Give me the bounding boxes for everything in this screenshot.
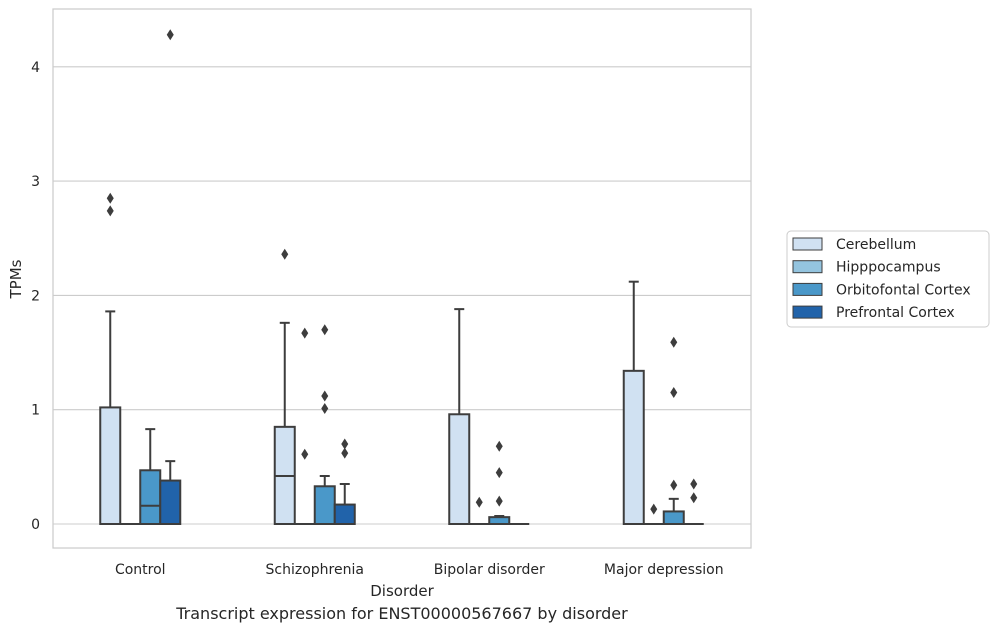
y-tick-labels: 0 1 2 3 4 [31,60,40,533]
box-body [622,369,645,526]
outlier-marker [341,438,349,450]
x-axis-label: Disorder [370,582,434,600]
box-body [448,413,471,525]
y-tick-label: 3 [31,174,40,190]
outlier-marker [281,248,289,260]
box-body [99,406,122,525]
outlier-marker [341,447,349,459]
legend: Cerebellum Hipppocampus Orbitofontal Corte… [786,230,990,328]
outlier-marker [321,403,329,415]
outlier-marker [301,327,309,339]
boxes-layer [99,29,704,526]
box-2-2 [488,440,511,526]
box-body [159,479,182,526]
box-1-3 [643,503,664,525]
grid-lines [53,66,751,525]
legend-swatch [792,305,823,319]
box-0-0 [99,192,122,525]
legend-swatch [792,260,823,274]
outlier-marker [301,448,309,460]
box-body [488,516,511,526]
box-0-1 [273,248,296,525]
outlier-marker [670,387,678,399]
box-1-1 [294,327,315,525]
outlier-marker [475,496,483,508]
legend-frame [786,230,990,328]
y-tick-label: 2 [31,288,40,304]
legend-label: Cerebellum [836,237,916,253]
outlier-marker [670,479,678,491]
outlier-marker [495,495,503,507]
outlier-marker [670,336,678,348]
box-body [333,503,356,525]
legend-label: Orbitofontal Cortex [836,282,971,298]
legend-swatch [792,282,823,296]
outlier-marker [321,390,329,402]
outlier-marker [166,29,174,41]
x-tick-labels: Control Schizophrenia Bipolar disorder Majo… [115,562,724,578]
box-body [662,510,685,526]
y-tick-label: 1 [31,403,40,419]
box-2-1 [313,324,336,526]
outlier-marker [106,192,114,204]
box-body [313,485,336,526]
outlier-marker [495,467,503,479]
y-tick-label: 0 [31,517,40,533]
outlier-marker [690,492,698,504]
box-2-3 [662,336,685,526]
outlier-marker [321,324,329,336]
outlier-marker [106,205,114,217]
box-body [139,469,162,525]
x-tick-label: Control [115,562,166,578]
y-tick-label: 4 [31,60,40,76]
y-axis-label: TPMs [7,259,25,299]
figure-caption: Transcript expression for ENST0000056766… [176,604,628,623]
outlier-marker [650,503,658,515]
legend-swatch [792,237,823,251]
legend-label: Hipppocampus [836,260,941,276]
x-tick-label: Bipolar disorder [434,562,545,578]
box-2-0 [139,428,162,525]
box-3-1 [333,438,356,525]
box-1-2 [469,496,490,525]
x-tick-label: Schizophrenia [266,562,364,578]
box-0-3 [622,280,645,526]
legend-label: Prefrontal Cortex [836,305,955,321]
plot-frame [52,8,752,549]
outlier-marker [495,440,503,452]
outlier-marker [690,478,698,490]
box-3-0 [159,29,182,526]
box-3-3 [683,478,704,525]
box-0-2 [448,308,471,525]
x-tick-label: Major depression [604,562,724,578]
